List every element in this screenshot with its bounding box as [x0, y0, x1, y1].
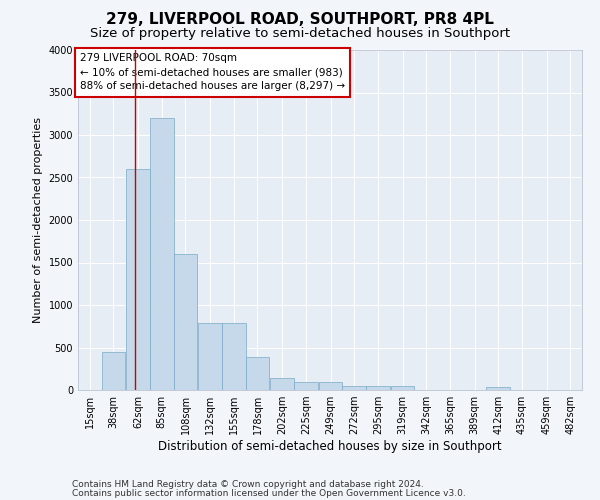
Bar: [271, 378, 294, 390]
Bar: [199, 323, 222, 390]
Bar: [487, 386, 510, 390]
Y-axis label: Number of semi-detached properties: Number of semi-detached properties: [33, 117, 43, 323]
Text: Contains public sector information licensed under the Open Government Licence v3: Contains public sector information licen…: [72, 488, 466, 498]
Bar: [391, 386, 415, 390]
Bar: [101, 352, 125, 390]
X-axis label: Distribution of semi-detached houses by size in Southport: Distribution of semi-detached houses by …: [158, 440, 502, 453]
Bar: [173, 254, 197, 390]
Bar: [245, 357, 269, 390]
Text: 279 LIVERPOOL ROAD: 70sqm
← 10% of semi-detached houses are smaller (983)
88% of: 279 LIVERPOOL ROAD: 70sqm ← 10% of semi-…: [80, 54, 345, 92]
Bar: [343, 386, 366, 390]
Bar: [366, 386, 389, 390]
Bar: [319, 382, 343, 390]
Text: 279, LIVERPOOL ROAD, SOUTHPORT, PR8 4PL: 279, LIVERPOOL ROAD, SOUTHPORT, PR8 4PL: [106, 12, 494, 28]
Bar: [150, 118, 173, 390]
Bar: [294, 382, 317, 390]
Text: Contains HM Land Registry data © Crown copyright and database right 2024.: Contains HM Land Registry data © Crown c…: [72, 480, 424, 489]
Bar: [222, 323, 245, 390]
Text: Size of property relative to semi-detached houses in Southport: Size of property relative to semi-detach…: [90, 28, 510, 40]
Bar: [127, 169, 150, 390]
